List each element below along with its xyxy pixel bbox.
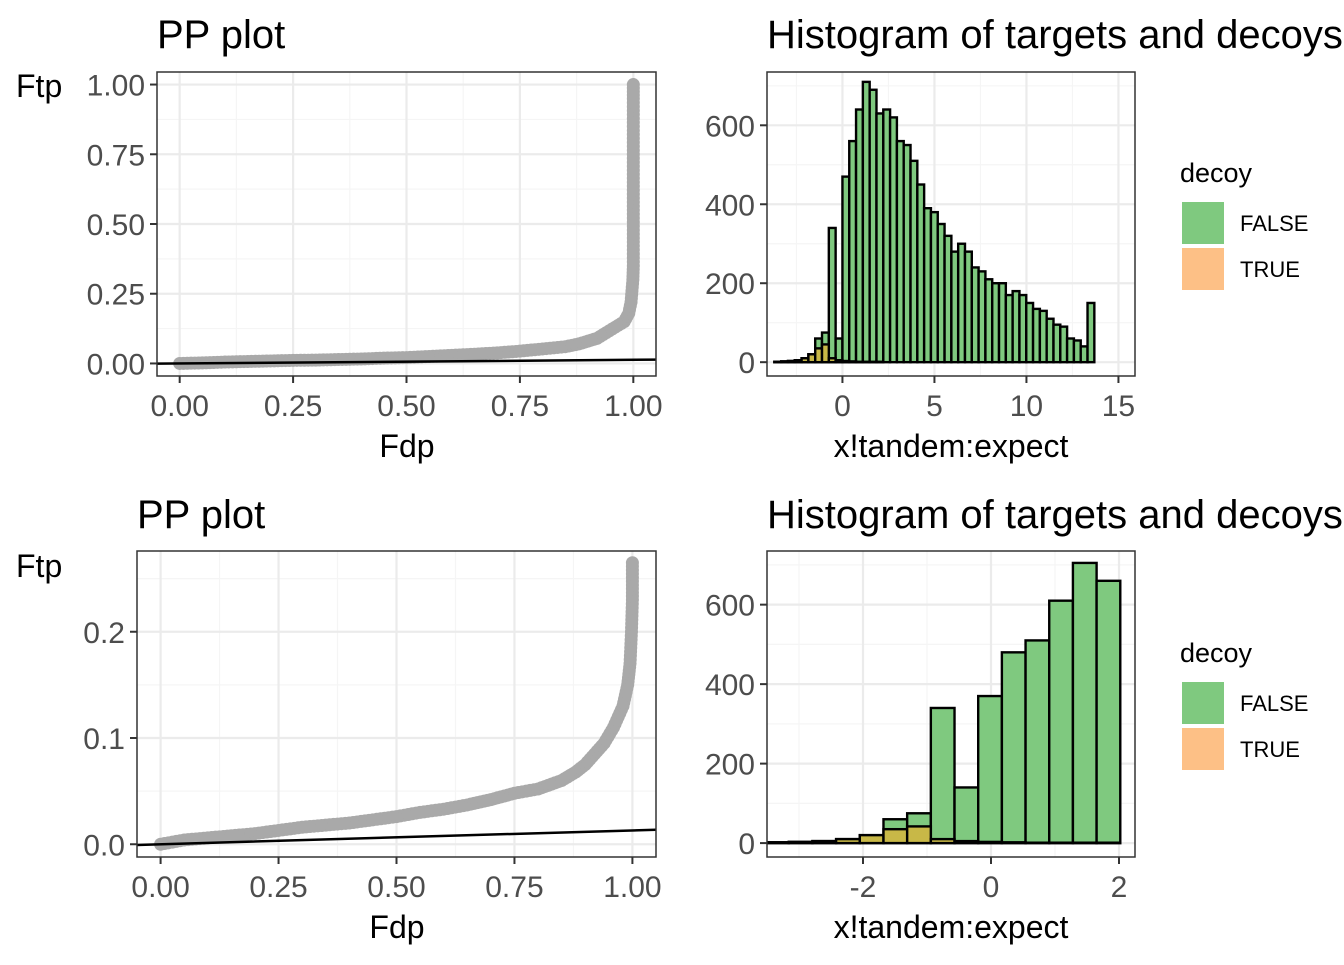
- legend-title: decoy: [1180, 638, 1253, 668]
- y-axis-label: Ftp: [16, 68, 62, 104]
- bar-true: [931, 839, 955, 843]
- bar-true: [860, 835, 884, 843]
- y-tick-label: 1.00: [87, 70, 145, 103]
- point: [626, 556, 639, 569]
- bar-false: [1097, 581, 1121, 843]
- y-tick-label: 200: [705, 268, 755, 301]
- legend-label-false: FALSE: [1240, 211, 1308, 236]
- y-tick-label: 400: [705, 189, 755, 222]
- bar-false: [955, 787, 979, 843]
- bar-true: [789, 842, 813, 843]
- x-tick-label: 0: [983, 871, 1000, 904]
- bar-true: [1002, 842, 1026, 843]
- x-tick-label: 0: [834, 390, 851, 423]
- chart-2: 0 5 10 15 0 200 400 600 Histogram of targets and…: [705, 13, 1343, 464]
- x-tick-label: 0.75: [485, 871, 543, 904]
- bar-false: [978, 696, 1002, 843]
- chart-title: PP plot: [157, 13, 285, 57]
- y-tick-label: 0.75: [87, 139, 145, 172]
- y-axis-label: Ftp: [16, 548, 62, 584]
- bar-true: [812, 841, 836, 843]
- legend: decoy FALSE TRUE: [1180, 638, 1308, 770]
- x-tick-label: 15: [1102, 390, 1135, 423]
- x-tick-label: 5: [926, 390, 943, 423]
- bar-true: [836, 839, 860, 843]
- bar-false: [931, 708, 955, 843]
- y-tick-label: 0.1: [83, 723, 125, 756]
- x-axis-label: Fdp: [369, 909, 424, 945]
- bar-false: [1002, 652, 1026, 843]
- chart-title: Histogram of targets and decoys: [767, 493, 1343, 537]
- x-tick-label: 0.50: [377, 390, 435, 423]
- x-tick-label: 10: [1010, 390, 1043, 423]
- x-tick-label: 0.75: [491, 390, 549, 423]
- point: [627, 78, 640, 91]
- bar-true: [907, 826, 931, 843]
- bar-false: [1073, 563, 1097, 843]
- x-axis-label: Fdp: [379, 428, 434, 464]
- y-tick-label: 400: [705, 669, 755, 702]
- x-axis-label: x!tandem:expect: [834, 428, 1069, 464]
- x-tick-label: 0.50: [367, 871, 425, 904]
- chart-1: 0.00 0.25 0.50 0.75 1.00 0.00 0.25 0.50 0.75 1.00…: [16, 13, 690, 464]
- x-tick-label: 0.25: [264, 390, 322, 423]
- legend-key-false: [1182, 202, 1224, 244]
- chart-title: Histogram of targets and decoys: [767, 13, 1343, 57]
- chart-3: 0.00 0.25 0.50 0.75 1.00 0.0 0.1 0.2 PP plot Fdp F…: [16, 493, 691, 945]
- x-tick-label: 2: [1111, 871, 1128, 904]
- bar-false: [1049, 601, 1073, 843]
- chart-title: PP plot: [137, 493, 265, 537]
- x-axis-label: x!tandem:expect: [834, 909, 1069, 945]
- y-tick-label: 0.00: [87, 348, 145, 381]
- bar-false: [1088, 303, 1095, 362]
- x-tick-label: 0.25: [249, 871, 307, 904]
- y-tick-label: 0: [738, 828, 755, 861]
- y-tick-label: 600: [705, 110, 755, 143]
- legend: decoy FALSE TRUE: [1180, 158, 1308, 290]
- y-tick-label: 600: [705, 590, 755, 623]
- legend-label-false: FALSE: [1240, 691, 1308, 716]
- legend-key-true: [1182, 248, 1224, 290]
- x-tick-label: 1.00: [604, 390, 662, 423]
- legend-key-false: [1182, 682, 1224, 724]
- bar-true: [955, 841, 979, 843]
- y-tick-label: 200: [705, 749, 755, 782]
- bar-true: [883, 829, 907, 843]
- y-tick-label: 0.50: [87, 209, 145, 242]
- chart-4: -2 0 2 0 200 400 600 Histogram of targets and d…: [705, 493, 1343, 945]
- x-tick-label: 0.00: [131, 871, 189, 904]
- x-tick-label: -2: [850, 871, 877, 904]
- x-tick-label: 0.00: [150, 390, 208, 423]
- legend-label-true: TRUE: [1240, 257, 1300, 282]
- bar-true: [765, 842, 789, 843]
- legend-key-true: [1182, 728, 1224, 770]
- legend-title: decoy: [1180, 158, 1253, 188]
- bar-true: [978, 842, 1002, 843]
- legend-label-true: TRUE: [1240, 737, 1300, 762]
- bar-false: [1026, 640, 1050, 843]
- y-tick-label: 0.0: [83, 829, 125, 862]
- y-tick-label: 0.2: [83, 617, 125, 650]
- y-tick-label: 0: [738, 347, 755, 380]
- x-tick-label: 1.00: [603, 871, 661, 904]
- y-tick-label: 0.25: [87, 279, 145, 312]
